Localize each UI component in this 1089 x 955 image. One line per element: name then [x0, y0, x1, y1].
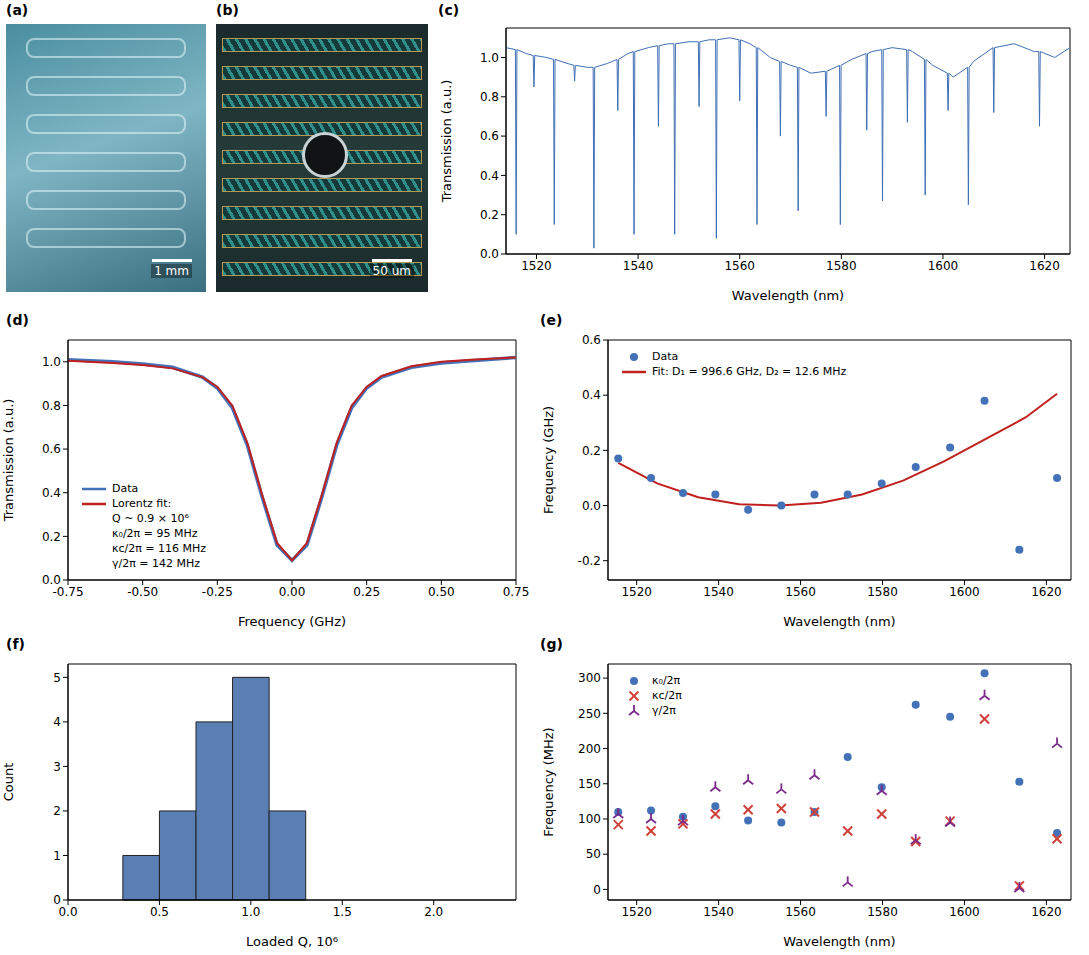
svg-text:1.5: 1.5	[333, 905, 352, 919]
html-text:κc/2π: κc/2π	[652, 689, 682, 702]
svg-text:1520: 1520	[521, 259, 552, 273]
html-text:Fit: D₁ = 996.6 GHz, D₂ = 12.6: Fit: D₁ = 996.6 GHz, D₂ = 12.6 MHz	[652, 365, 847, 378]
svg-text:1540: 1540	[703, 585, 734, 599]
svg-text:0.6: 0.6	[42, 442, 61, 456]
svg-text:Transmission (a.u.): Transmission (a.u.)	[439, 80, 454, 204]
svg-text:1600: 1600	[949, 905, 980, 919]
html-text:Data: Data	[652, 350, 679, 363]
html-text:(f): (f)	[6, 636, 25, 652]
svg-text:1580: 1580	[867, 905, 898, 919]
svg-text:0.8: 0.8	[42, 399, 61, 413]
svg-text:150: 150	[578, 777, 601, 791]
svg-text:1540: 1540	[623, 259, 654, 273]
svg-text:1540: 1540	[703, 905, 734, 919]
html-text:κ₀/2π = 95 MHz: κ₀/2π = 95 MHz	[112, 527, 198, 540]
html-text:(g): (g)	[540, 636, 563, 652]
svg-text:4: 4	[53, 715, 61, 729]
html-text:κc/2π = 116 MHz: κc/2π = 116 MHz	[112, 542, 207, 555]
svg-text:Frequency (MHz): Frequency (MHz)	[541, 727, 556, 836]
svg-text:1560: 1560	[785, 905, 816, 919]
svg-text:1.0: 1.0	[42, 355, 61, 369]
svg-text:Wavelength (nm): Wavelength (nm)	[783, 614, 895, 629]
html-text:(d): (d)	[6, 312, 29, 328]
svg-text:Frequency (GHz): Frequency (GHz)	[238, 614, 346, 629]
svg-text:200: 200	[578, 742, 601, 756]
svg-text:0.0: 0.0	[58, 905, 77, 919]
svg-text:Wavelength (nm): Wavelength (nm)	[732, 288, 844, 303]
html-text:50 um: 50 um	[372, 264, 411, 278]
svg-text:5: 5	[53, 671, 61, 685]
svg-text:0.25: 0.25	[353, 585, 380, 599]
svg-text:0.4: 0.4	[582, 388, 601, 402]
svg-text:0.6: 0.6	[480, 129, 499, 143]
svg-text:1.0: 1.0	[241, 905, 260, 919]
svg-text:2: 2	[53, 804, 61, 818]
html-text:1 mm: 1 mm	[154, 264, 189, 278]
html-text:Q ~ 0.9 × 10⁶: Q ~ 0.9 × 10⁶	[112, 512, 189, 525]
svg-text:-0.50: -0.50	[127, 585, 158, 599]
svg-text:Loaded Q, 10⁶: Loaded Q, 10⁶	[246, 934, 338, 949]
svg-text:1520: 1520	[621, 905, 652, 919]
svg-text:0.75: 0.75	[503, 585, 530, 599]
svg-text:3: 3	[53, 760, 61, 774]
html-text:Data: Data	[112, 482, 139, 495]
svg-text:1580: 1580	[867, 585, 898, 599]
svg-text:Transmission (a.u.): Transmission (a.u.)	[1, 399, 16, 523]
svg-text:1560: 1560	[785, 585, 816, 599]
svg-text:1.0: 1.0	[480, 51, 499, 65]
svg-text:0.50: 0.50	[428, 585, 455, 599]
html-text:κ₀/2π: κ₀/2π	[652, 674, 681, 687]
svg-text:0: 0	[593, 883, 601, 897]
svg-text:2.0: 2.0	[424, 905, 443, 919]
svg-text:1580: 1580	[826, 259, 857, 273]
svg-text:250: 250	[578, 707, 601, 721]
svg-text:1600: 1600	[949, 585, 980, 599]
svg-text:-0.2: -0.2	[578, 554, 601, 568]
svg-text:1560: 1560	[724, 259, 755, 273]
html-text:γ/2π: γ/2π	[652, 704, 676, 717]
svg-text:0.00: 0.00	[279, 585, 306, 599]
svg-text:0.2: 0.2	[42, 530, 61, 544]
svg-text:0.6: 0.6	[582, 333, 601, 347]
svg-text:0.2: 0.2	[480, 208, 499, 222]
html-text:(e): (e)	[540, 312, 563, 328]
html-text:(a): (a)	[6, 2, 29, 18]
html-text:(b): (b)	[216, 2, 239, 18]
svg-text:Wavelength (nm): Wavelength (nm)	[783, 934, 895, 949]
html-text:γ/2π = 142 MHz: γ/2π = 142 MHz	[112, 557, 201, 570]
svg-text:1: 1	[53, 849, 61, 863]
svg-text:0.4: 0.4	[42, 486, 61, 500]
svg-text:Frequency (GHz): Frequency (GHz)	[541, 406, 556, 514]
html-text:Lorentz fit:: Lorentz fit:	[112, 497, 172, 510]
svg-text:1620: 1620	[1031, 905, 1062, 919]
svg-text:100: 100	[578, 812, 601, 826]
svg-text:0.0: 0.0	[480, 247, 499, 261]
svg-text:0.5: 0.5	[150, 905, 169, 919]
svg-text:0.0: 0.0	[582, 499, 601, 513]
svg-text:0: 0	[53, 893, 61, 907]
svg-text:Count: Count	[1, 763, 16, 802]
svg-text:0.8: 0.8	[480, 90, 499, 104]
svg-text:0.4: 0.4	[480, 169, 499, 183]
svg-text:0.2: 0.2	[582, 444, 601, 458]
svg-text:1600: 1600	[928, 259, 959, 273]
svg-text:0.0: 0.0	[42, 573, 61, 587]
svg-text:50: 50	[586, 847, 601, 861]
svg-text:1520: 1520	[621, 585, 652, 599]
svg-text:-0.75: -0.75	[52, 584, 84, 599]
html-text:(c): (c)	[438, 2, 460, 18]
svg-text:300: 300	[578, 671, 601, 685]
svg-text:1620: 1620	[1029, 259, 1060, 273]
svg-text:-0.25: -0.25	[202, 585, 233, 599]
svg-text:1620: 1620	[1031, 585, 1062, 599]
